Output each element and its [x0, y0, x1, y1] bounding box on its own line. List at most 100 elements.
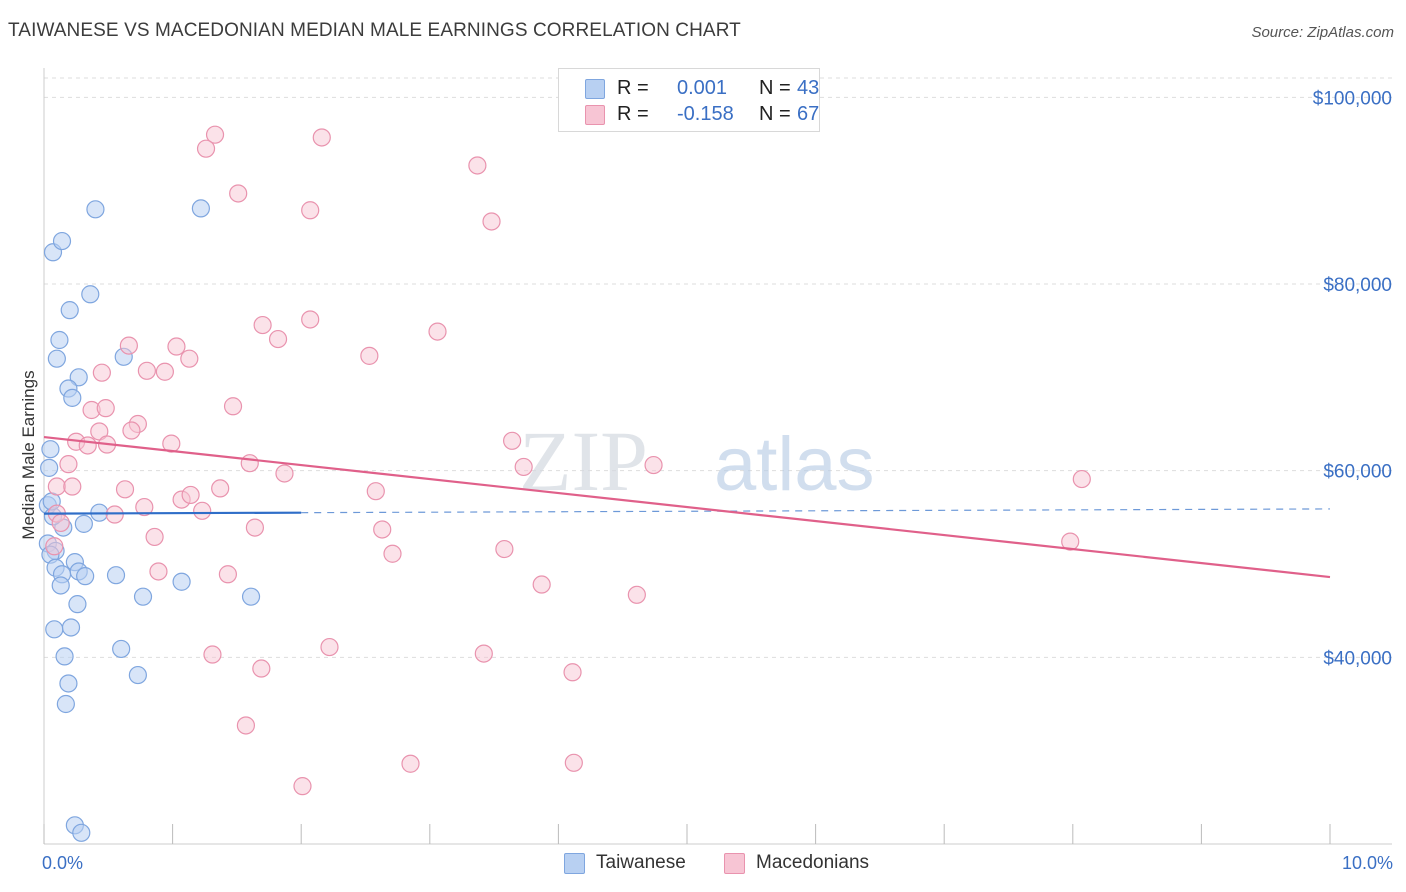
y-axis-label: Median Male Earnings: [19, 370, 38, 539]
watermark-zip: ZIP: [519, 413, 648, 509]
legend-n-label: N =: [759, 103, 791, 125]
taiwanese-point: [133, 587, 153, 606]
macedonian-point: [236, 716, 256, 735]
macedonian-point: [167, 337, 186, 356]
macedonian-point: [245, 518, 265, 537]
macedonian-point: [135, 497, 154, 517]
x-tick-label: 0.0%: [42, 853, 83, 873]
macedonian-point: [180, 349, 199, 368]
macedonian-point: [78, 436, 97, 455]
legend: R = 0.001 N = 43 R = -0.158 N = 67: [558, 68, 820, 132]
taiwanese-point: [72, 823, 91, 842]
macedonian-point: [240, 454, 259, 473]
macedonian-point: [360, 346, 379, 365]
taiwanese-point: [191, 199, 210, 218]
bottom-legend-swatch-macedonians: [724, 853, 745, 874]
legend-n-value: 67: [797, 103, 820, 125]
source-label: Source: ZipAtlas.com: [1251, 24, 1394, 41]
axis-labels: $40,000 $60,000 $80,000 $100,000 0.0% 10.0%: [42, 88, 1393, 873]
macedonian-point: [514, 457, 533, 477]
taiwanese-point: [41, 440, 60, 459]
macedonian-point: [253, 315, 272, 335]
macedonian-point: [203, 645, 222, 664]
macedonian-point: [155, 362, 174, 381]
macedonian-point: [149, 562, 168, 581]
macedonian-point: [196, 139, 216, 158]
macedonian-point: [51, 513, 70, 533]
macedonian-point: [223, 397, 243, 416]
bottom-legend-swatch-taiwanese: [564, 853, 585, 874]
macedonian-point: [115, 480, 135, 499]
macedonian-point: [293, 777, 312, 796]
macedonian-point: [366, 482, 385, 501]
macedonian-point: [63, 477, 82, 496]
macedonian-point: [468, 156, 487, 175]
macedonian-point: [1072, 469, 1091, 489]
chart-title: TAIWANESE VS MACEDONIAN MEDIAN MALE EARN…: [8, 20, 741, 41]
macedonian-trend-line: [43, 435, 1331, 579]
taiwanese-trend-line: [43, 511, 302, 515]
taiwanese-point: [45, 620, 64, 639]
macedonian-point: [301, 310, 320, 329]
taiwanese-point: [60, 301, 79, 320]
macedonian-point: [644, 455, 663, 475]
bottom-legend-label-macedonians: Macedonians: [756, 852, 870, 873]
macedonian-point: [373, 520, 392, 539]
taiwanese-point: [52, 231, 72, 251]
taiwanese-point: [63, 388, 82, 407]
taiwanese-point: [50, 330, 69, 350]
macedonian-point: [211, 479, 230, 498]
macedonian-point: [229, 184, 248, 203]
legend-swatch-taiwanese: [585, 79, 605, 99]
x-tick-label: 10.0%: [1342, 853, 1393, 873]
macedonian-point: [563, 663, 582, 682]
macedonian-point: [503, 431, 522, 450]
macedonian-point: [428, 322, 447, 341]
taiwanese-point: [56, 694, 75, 714]
taiwanese-point: [241, 587, 261, 606]
legend-swatch-macedonians: [585, 105, 605, 125]
taiwanese-trend-extension: [301, 508, 1331, 514]
legend-r-value: 0.001: [677, 77, 728, 99]
macedonian-point: [59, 455, 78, 474]
macedonian-point: [401, 754, 420, 773]
y-tick-label: $40,000: [1323, 648, 1392, 669]
taiwanese-point: [128, 665, 147, 685]
legend-r-label: R =: [617, 103, 649, 125]
macedonian-point: [1061, 532, 1080, 551]
macedonian-point: [301, 201, 320, 220]
legend-r-label: R =: [617, 77, 649, 99]
taiwanese-point: [86, 200, 105, 219]
taiwanese-point: [172, 572, 191, 591]
macedonian-point: [320, 637, 339, 657]
taiwanese-point: [106, 566, 126, 585]
taiwanese-point: [55, 647, 74, 666]
macedonian-point: [205, 125, 225, 144]
y-tick-label: $80,000: [1323, 275, 1392, 296]
bottom-legend-label-taiwanese: Taiwanese: [596, 852, 686, 873]
taiwanese-point: [81, 285, 100, 304]
macedonian-point: [482, 212, 501, 231]
macedonian-point: [137, 361, 156, 380]
legend-r-value: -0.158: [677, 103, 734, 125]
macedonian-point: [312, 128, 331, 147]
y-tick-label: $100,000: [1313, 88, 1392, 109]
taiwanese-point: [61, 618, 81, 637]
macedonian-point: [181, 485, 200, 505]
macedonian-point: [122, 421, 141, 440]
taiwanese-point: [59, 674, 78, 693]
macedonian-point: [96, 399, 115, 418]
macedonian-point: [45, 537, 64, 556]
taiwanese-point: [112, 639, 131, 659]
macedonian-point: [627, 585, 646, 604]
gridlines: [44, 77, 1392, 658]
y-tick-label: $60,000: [1323, 462, 1392, 483]
taiwanese-point: [76, 567, 95, 586]
macedonian-point: [252, 659, 271, 678]
macedonian-point: [532, 575, 551, 594]
macedonian-point: [564, 753, 583, 772]
taiwanese-point: [40, 458, 59, 477]
macedonian-point: [105, 505, 124, 524]
taiwanese-point: [47, 349, 66, 368]
macedonian-point: [119, 336, 138, 355]
